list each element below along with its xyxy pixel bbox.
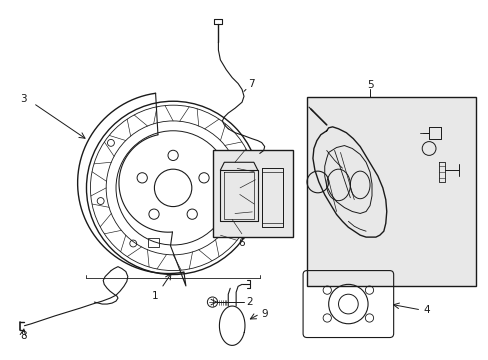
Bar (147, 238, 159, 247)
Text: 1: 1 (152, 291, 159, 301)
Text: 2: 2 (245, 297, 252, 307)
Text: 5: 5 (366, 81, 372, 90)
Text: 6: 6 (238, 238, 245, 248)
Text: 4: 4 (422, 305, 429, 315)
Text: 7: 7 (248, 78, 255, 89)
Bar (212, 150, 293, 237)
Text: 9: 9 (261, 309, 268, 319)
Bar (306, 97, 475, 286)
Text: 3: 3 (20, 94, 27, 104)
Text: 8: 8 (20, 330, 27, 341)
